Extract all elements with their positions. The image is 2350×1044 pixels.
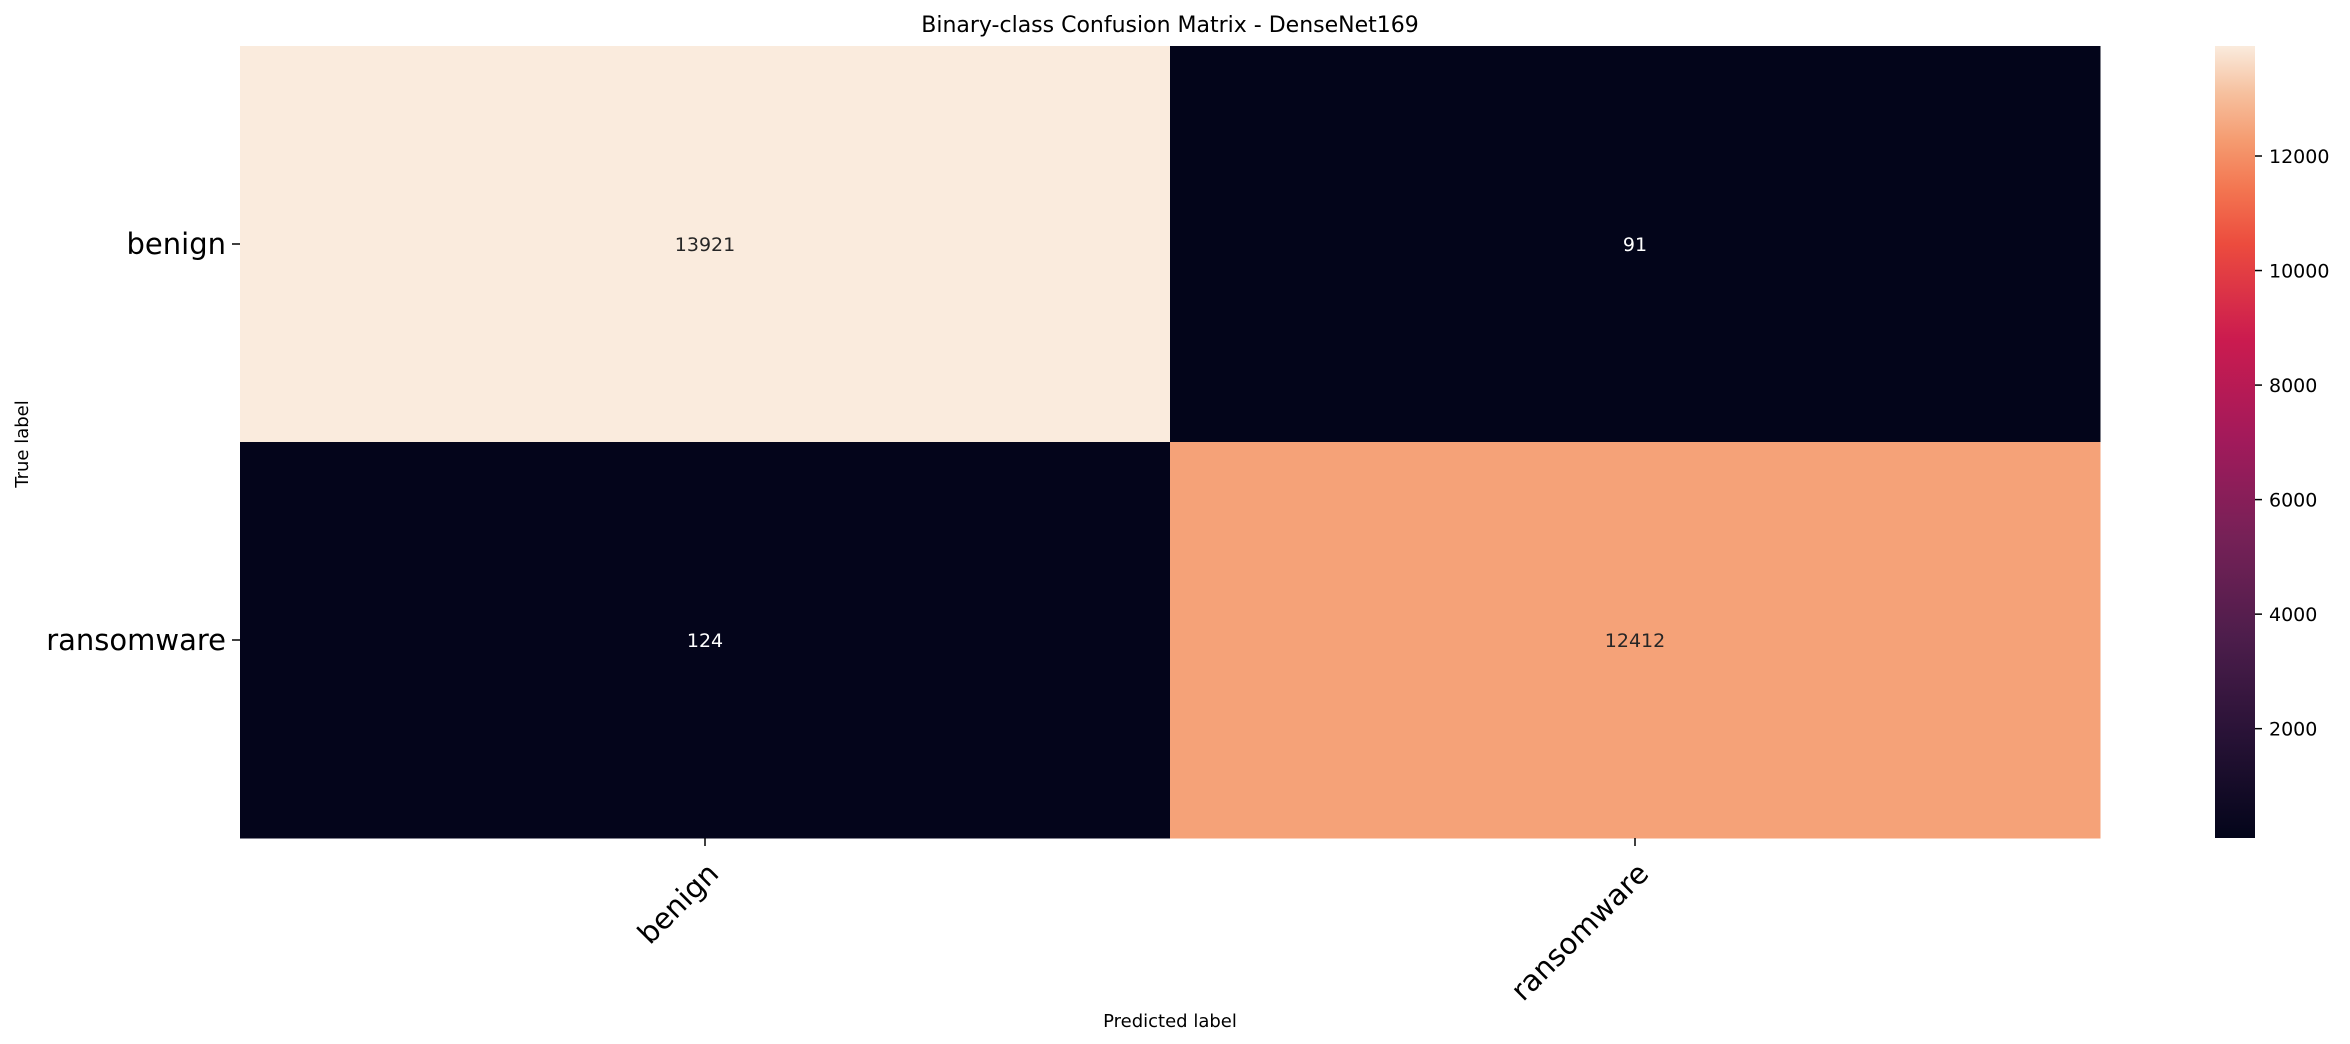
- cell-value-label: 13921: [675, 234, 735, 256]
- y-axis-label: True label: [12, 400, 33, 489]
- chart-title: Binary-class Confusion Matrix - DenseNet…: [921, 13, 1419, 38]
- colorbar-tick-label: 2000: [2269, 719, 2317, 741]
- colorbar-tick-label: 6000: [2269, 490, 2317, 512]
- cell-value-label: 124: [687, 630, 723, 652]
- y-tick-label: benign: [127, 227, 226, 261]
- heatmap-cell-labels: 13921 91 124 12412: [675, 234, 1665, 652]
- colorbar-tick-label: 10000: [2269, 261, 2329, 283]
- heatmap-cell-ransomware-ransomware: [1170, 442, 2101, 839]
- colorbar-ticks: 2000 4000 6000 8000 10000 12000: [2255, 146, 2329, 741]
- heatmap-cell-ransomware-benign: [240, 442, 1171, 839]
- colorbar-tick-label: 12000: [2269, 146, 2329, 168]
- colorbar-tick-label: 8000: [2269, 375, 2317, 397]
- colorbar: [2215, 46, 2255, 838]
- x-axis-label: Predicted label: [1103, 1011, 1237, 1032]
- x-tick-label: ransomware: [1504, 856, 1655, 1007]
- colorbar-tick-label: 4000: [2269, 604, 2317, 626]
- heatmap-cells: [240, 46, 2101, 839]
- y-axis-ticks: benign ransomware: [46, 227, 240, 657]
- x-tick-label: benign: [631, 856, 725, 950]
- cell-value-label: 12412: [1605, 630, 1665, 652]
- y-tick-label: ransomware: [46, 623, 226, 657]
- heatmap-cell-benign-benign: [240, 46, 1171, 443]
- heatmap-cell-benign-ransomware: [1170, 46, 2101, 443]
- x-axis-ticks: benign ransomware: [631, 838, 1655, 1007]
- cell-value-label: 91: [1623, 234, 1647, 256]
